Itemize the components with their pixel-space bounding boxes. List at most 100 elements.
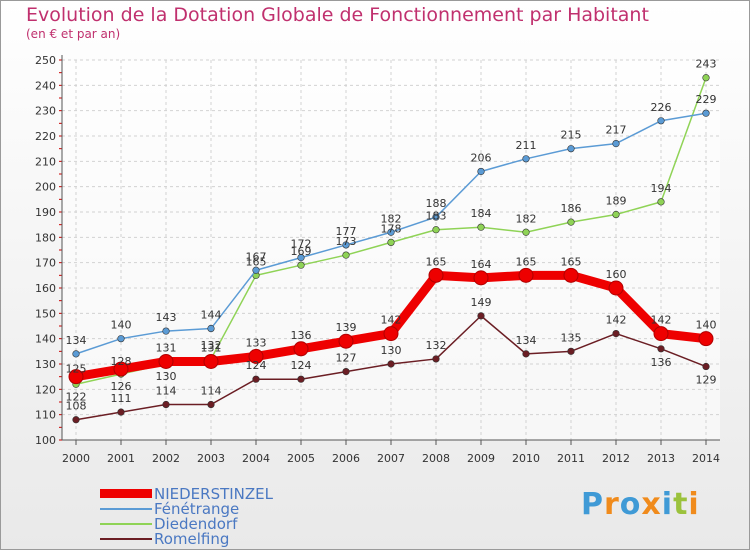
x-tick-label: 2001 — [107, 452, 135, 465]
data-label-romelfing: 132 — [426, 339, 447, 352]
data-label-romelfing: 129 — [696, 374, 717, 387]
data-point-fenetrange — [387, 228, 395, 236]
data-point-niederstinzel — [248, 348, 264, 364]
data-label-niederstinzel: 165 — [561, 255, 582, 268]
data-label-fenetrange: 177 — [336, 225, 357, 238]
legend-label: NIEDERSTINZEL — [154, 485, 274, 503]
data-label-romelfing: 135 — [561, 331, 582, 344]
data-point-niederstinzel — [68, 369, 84, 385]
x-tick-label: 2006 — [332, 452, 360, 465]
data-point-romelfing — [522, 350, 530, 358]
plot-area — [62, 60, 720, 440]
data-label-niederstinzel: 136 — [291, 329, 312, 342]
chart-subtitle: (en € et par an) — [26, 27, 121, 41]
data-point-fenetrange — [252, 266, 260, 274]
data-label-fenetrange: 182 — [381, 212, 402, 225]
y-tick-label: 190 — [35, 206, 56, 219]
data-label-niederstinzel: 165 — [426, 255, 447, 268]
legend-swatch — [100, 538, 152, 540]
data-point-fenetrange — [72, 350, 80, 358]
data-point-diedendorf — [477, 223, 485, 231]
data-label-niederstinzel: 164 — [471, 258, 492, 271]
data-label-fenetrange: 229 — [696, 93, 717, 106]
data-label-diedendorf: 126 — [111, 380, 132, 393]
data-point-diedendorf — [612, 210, 620, 219]
data-label-diedendorf: 194 — [651, 182, 672, 195]
data-label-diedendorf: 184 — [471, 207, 492, 220]
data-label-fenetrange: 226 — [651, 101, 672, 114]
data-label-romelfing: 127 — [336, 352, 357, 365]
y-tick-label: 170 — [35, 257, 56, 270]
x-tick-label: 2013 — [647, 452, 675, 465]
data-point-romelfing — [72, 416, 80, 424]
legend-label: Diedendorf — [154, 515, 238, 533]
legend-swatch — [100, 523, 152, 525]
data-label-diedendorf: 122 — [66, 390, 87, 403]
proxiti-logo: Proxiti — [581, 487, 700, 522]
x-tick-label: 2000 — [62, 452, 90, 465]
data-point-fenetrange — [522, 155, 530, 163]
data-point-niederstinzel — [428, 267, 444, 283]
x-tick-label: 2011 — [557, 452, 585, 465]
data-point-diedendorf — [567, 218, 575, 226]
data-label-diedendorf: 182 — [516, 212, 537, 225]
y-tick-label: 160 — [35, 282, 56, 295]
data-point-niederstinzel — [113, 361, 129, 377]
data-label-fenetrange: 215 — [561, 129, 582, 142]
data-point-romelfing — [207, 400, 215, 409]
data-label-fenetrange: 188 — [426, 197, 447, 210]
y-tick-label: 110 — [35, 409, 56, 422]
data-label-niederstinzel: 133 — [246, 336, 267, 349]
data-label-niederstinzel: 139 — [336, 321, 357, 334]
data-point-romelfing — [297, 375, 305, 383]
data-label-fenetrange: 206 — [471, 151, 492, 164]
data-label-niederstinzel: 128 — [111, 355, 132, 368]
data-point-niederstinzel — [158, 353, 174, 369]
data-label-fenetrange: 211 — [516, 139, 537, 152]
data-point-diedendorf — [432, 226, 440, 234]
data-point-fenetrange — [207, 324, 215, 333]
data-point-niederstinzel — [473, 270, 489, 286]
data-label-diedendorf: 130 — [156, 370, 177, 383]
y-tick-label: 240 — [35, 79, 56, 92]
data-point-romelfing — [702, 362, 710, 371]
data-label-romelfing: 142 — [606, 314, 627, 327]
x-tick-label: 2014 — [692, 452, 720, 465]
data-label-fenetrange: 144 — [201, 309, 222, 322]
logo-letter: t — [673, 487, 689, 522]
data-label-diedendorf: 178 — [381, 222, 402, 235]
data-label-niederstinzel: 142 — [381, 314, 402, 327]
data-label-niederstinzel: 125 — [66, 363, 87, 376]
data-point-niederstinzel — [338, 333, 354, 349]
logo-letter: r — [604, 487, 620, 522]
y-tick-label: 100 — [35, 434, 56, 447]
data-label-niederstinzel: 131 — [201, 341, 222, 354]
data-label-diedendorf: 173 — [336, 235, 357, 248]
data-label-romelfing: 149 — [471, 296, 492, 309]
y-tick-label: 130 — [35, 358, 56, 371]
data-point-fenetrange — [342, 241, 350, 249]
data-point-niederstinzel — [653, 326, 669, 342]
data-label-romelfing: 124 — [246, 359, 267, 372]
data-label-romelfing: 136 — [651, 356, 672, 369]
data-label-niederstinzel: 131 — [156, 341, 177, 354]
y-tick-label: 180 — [35, 231, 56, 244]
logo-letter: i — [661, 487, 674, 522]
logo-letter: P — [581, 487, 604, 522]
data-label-diedendorf: 169 — [291, 245, 312, 258]
data-point-fenetrange — [162, 327, 170, 335]
data-point-fenetrange — [702, 109, 710, 117]
x-tick-label: 2004 — [242, 452, 270, 465]
data-point-niederstinzel — [563, 267, 579, 283]
data-point-romelfing — [567, 347, 575, 355]
data-point-diedendorf — [702, 74, 710, 82]
data-point-fenetrange — [612, 140, 620, 148]
data-label-diedendorf: 132 — [201, 339, 222, 352]
y-tick-label: 150 — [35, 307, 56, 320]
data-point-niederstinzel — [383, 326, 399, 342]
logo-letter: x — [641, 487, 662, 522]
data-point-fenetrange — [117, 335, 125, 343]
y-tick-label: 250 — [35, 54, 56, 67]
data-point-romelfing — [612, 330, 620, 338]
x-tick-label: 2008 — [422, 452, 450, 465]
